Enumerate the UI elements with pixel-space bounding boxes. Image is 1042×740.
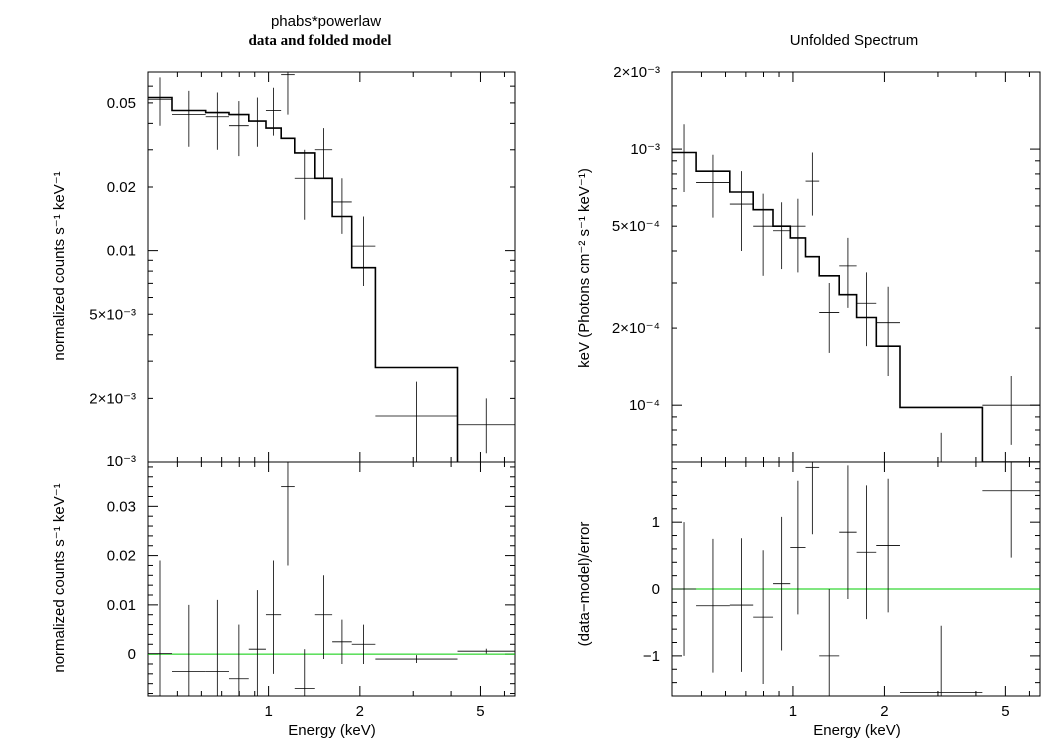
- right-bottom-data-point: [839, 465, 857, 600]
- left-bottom-data-point: [281, 462, 295, 566]
- right-bottom-data-point: [876, 478, 900, 613]
- right-top-ylabel: keV (Photons cm⁻² s⁻¹ keV⁻¹): [576, 168, 593, 368]
- left-top-data-point: [248, 97, 266, 147]
- right-top-data-point: [672, 124, 697, 192]
- right-bottom-ytick-label: 1: [652, 514, 660, 531]
- right-bottom-ytick-label: 0: [652, 581, 660, 598]
- left-chart: phabs*powerlaw data and folded model nor…: [51, 13, 516, 739]
- right-bottom-data-point: [790, 480, 806, 615]
- right-top-frame: [671, 71, 1041, 463]
- right-bottom-data-point: [672, 522, 697, 656]
- left-bottom-data-point: [294, 649, 315, 696]
- left-bottom-data-point: [314, 575, 333, 660]
- left-bottom-data-point: [205, 599, 229, 696]
- left-bottom-ytick-label: 0.01: [107, 597, 136, 614]
- left-top-data-point: [375, 381, 458, 462]
- right-top-data-point: [790, 198, 806, 273]
- right-top-data-point: [876, 286, 900, 377]
- left-top-data-point: [148, 77, 172, 126]
- right-top-ytick-label: 2×10⁻³: [613, 64, 660, 81]
- left-xlabel: Energy (keV): [288, 722, 376, 739]
- left-bottom-data-point: [148, 560, 172, 696]
- left-top-data-point: [205, 92, 229, 150]
- right-top-ytick-label: 5×10⁻⁴: [612, 218, 660, 235]
- left-bottom-data-point: [248, 590, 266, 696]
- right-bottom-data-point: [696, 538, 730, 673]
- left-bottom-xtick-label: 2: [356, 703, 364, 720]
- left-top-data-point: [265, 87, 282, 136]
- right-chart-title: Unfolded Spectrum: [790, 32, 918, 49]
- left-bottom-xtick-label: 5: [476, 703, 484, 720]
- left-top-ytick-label: 2×10⁻³: [89, 390, 136, 407]
- left-chart-title: phabs*powerlaw: [271, 13, 381, 30]
- left-top-data-point: [457, 398, 515, 454]
- right-top-data-point: [696, 154, 730, 218]
- right-bottom-data-point: [899, 625, 983, 696]
- right-bottom-data-point: [856, 485, 877, 620]
- right-top-ytick-label: 10⁻⁴: [629, 397, 660, 414]
- left-bottom-xtick-label: 1: [264, 703, 272, 720]
- right-top-ytick-label: 2×10⁻⁴: [612, 320, 660, 337]
- right-top-data-point: [982, 376, 1040, 445]
- left-bottom-ytick-label: 0.02: [107, 548, 136, 565]
- right-bottom-ytick-label: −1: [643, 648, 660, 665]
- right-bottom-data-point: [729, 538, 754, 672]
- right-top-data-point: [805, 152, 820, 216]
- left-bottom-data-point: [375, 655, 458, 663]
- right-bottom-xtick-label: 1: [789, 703, 797, 720]
- right-top-data-point: [773, 202, 791, 270]
- right-chart: Unfolded Spectrum keV (Photons cm⁻² s⁻¹ …: [576, 32, 1041, 739]
- left-bottom-ylabel: normalized counts s⁻¹ keV⁻¹: [51, 483, 68, 672]
- right-top-data-point: [753, 193, 774, 276]
- left-bottom-data-point: [332, 619, 352, 664]
- left-top-data-point: [228, 101, 249, 157]
- left-bottom-ytick-label: 0: [128, 646, 136, 663]
- left-top-data-point: [294, 149, 315, 220]
- left-top-frame: [147, 71, 516, 463]
- left-bottom-data-point: [171, 604, 206, 696]
- left-top-data-point: [171, 90, 206, 147]
- right-bottom-data-point: [982, 462, 1040, 558]
- left-top-ytick-label: 0.01: [107, 243, 136, 260]
- left-chart-subtitle: data and folded model: [249, 33, 392, 49]
- left-top-data-point: [351, 216, 376, 287]
- left-top-model-step: [148, 96, 459, 462]
- left-top-data-point: [332, 178, 352, 234]
- right-bottom-data-point: [819, 589, 840, 696]
- left-top-data-point: [314, 128, 333, 179]
- right-xlabel: Energy (keV): [813, 722, 901, 739]
- right-bottom-data-point: [805, 462, 820, 535]
- left-top-ytick-label: 0.02: [107, 179, 136, 196]
- right-top-data-point: [729, 171, 754, 252]
- left-bottom-ytick-label: 0.03: [107, 498, 136, 515]
- right-bottom-xtick-label: 2: [880, 703, 888, 720]
- right-bottom-data-point: [773, 516, 791, 651]
- right-top-data-point: [839, 237, 857, 308]
- right-top-model-step: [672, 151, 1040, 462]
- right-top-data-point: [819, 282, 840, 353]
- left-top-ytick-label: 10⁻³: [106, 453, 136, 470]
- left-bottom-data-point: [265, 560, 282, 674]
- right-bottom-ylabel: (data−model)/error: [576, 522, 593, 647]
- left-bottom-frame: [147, 461, 516, 697]
- left-bottom-data-point: [228, 624, 249, 696]
- left-top-ytick-label: 0.05: [107, 95, 136, 112]
- right-bottom-data-point: [753, 550, 774, 684]
- left-top-data-point: [281, 72, 295, 115]
- right-bottom-xtick-label: 5: [1001, 703, 1009, 720]
- left-top-ylabel: normalized counts s⁻¹ keV⁻¹: [51, 171, 68, 360]
- right-top-data-point: [856, 272, 877, 347]
- right-top-ytick-label: 10⁻³: [630, 141, 660, 158]
- left-bottom-data-point: [351, 624, 376, 664]
- right-bottom-frame: [671, 461, 1041, 697]
- left-top-ytick-label: 5×10⁻³: [89, 306, 136, 323]
- right-top-data-point: [940, 432, 942, 462]
- left-bottom-data-point: [457, 648, 515, 654]
